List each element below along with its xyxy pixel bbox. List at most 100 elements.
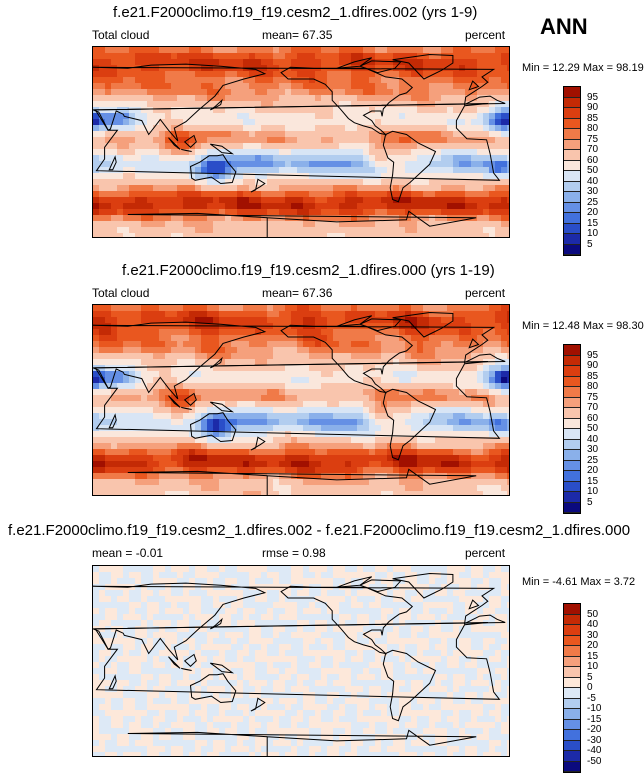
map-cell	[333, 449, 340, 456]
map-cell	[489, 323, 496, 330]
map-cell	[483, 53, 490, 60]
map-cell	[141, 425, 148, 432]
map-cell	[381, 101, 388, 108]
map-cell	[207, 395, 214, 402]
map-cell	[195, 317, 202, 324]
map-cell	[333, 401, 340, 408]
map-cell	[117, 572, 124, 579]
map-cell	[183, 227, 190, 234]
map-cell	[405, 119, 412, 126]
map-cell	[411, 347, 418, 354]
map-cell	[153, 107, 160, 114]
map-cell	[363, 113, 370, 120]
map-cell	[441, 491, 448, 495]
map-cell	[435, 137, 442, 144]
map-cell	[303, 425, 310, 432]
map-cell	[459, 485, 466, 492]
map-cell	[129, 305, 136, 312]
map-cell	[363, 131, 370, 138]
map-cell	[291, 377, 298, 384]
map-cell	[159, 95, 166, 102]
map-cell	[495, 347, 502, 354]
map-cell	[171, 191, 178, 198]
map-cell	[495, 83, 502, 90]
map-cell	[171, 197, 178, 204]
map-cell	[93, 77, 100, 84]
map-cell	[501, 161, 508, 168]
map-cell	[321, 473, 328, 480]
map-cell	[489, 383, 496, 390]
map-cell	[465, 167, 472, 174]
map-cell	[387, 461, 394, 468]
map-cell	[489, 485, 496, 492]
map-cell	[399, 437, 406, 444]
map-cell	[507, 467, 509, 474]
map-cell	[435, 443, 442, 450]
map-cell	[399, 101, 406, 108]
map-cell	[417, 479, 424, 486]
map-cell	[303, 431, 310, 438]
map-cell	[159, 584, 166, 591]
map-cell	[363, 119, 370, 126]
map-cell	[243, 596, 250, 603]
map-cell	[507, 233, 509, 237]
map-cell	[159, 413, 166, 420]
map-cell	[129, 113, 136, 120]
map-cell	[285, 137, 292, 144]
map-cell	[357, 143, 364, 150]
map-cell	[135, 131, 142, 138]
map-cell	[111, 83, 118, 90]
map-cell	[303, 203, 310, 210]
map-cell	[303, 347, 310, 354]
map-cell	[381, 437, 388, 444]
map-cell	[297, 329, 304, 336]
map-cell	[237, 131, 244, 138]
map-cell	[351, 491, 358, 495]
map-cell	[129, 566, 136, 573]
map-cell	[387, 491, 394, 495]
map-cell	[219, 53, 226, 60]
map-cell	[189, 173, 196, 180]
map-cell	[129, 467, 136, 474]
map-cell	[459, 137, 466, 144]
map-cell	[393, 167, 400, 174]
map-cell	[147, 485, 154, 492]
map-cell	[171, 419, 178, 426]
map-cell	[165, 131, 172, 138]
map-cell	[195, 137, 202, 144]
map-cell	[93, 566, 100, 573]
map-cell	[93, 449, 100, 456]
map-cell	[225, 137, 232, 144]
map-cell	[153, 413, 160, 420]
map-cell	[195, 407, 202, 414]
map-cell	[285, 77, 292, 84]
map-cell	[351, 572, 358, 579]
map-cell	[507, 167, 509, 174]
map-cell	[111, 365, 118, 372]
map-cell	[141, 221, 148, 228]
map-cell	[249, 83, 256, 90]
map-cell	[471, 377, 478, 384]
map-cell	[501, 413, 508, 420]
map-cell	[363, 155, 370, 162]
map-cell	[171, 77, 178, 84]
map-cell	[471, 461, 478, 468]
map-cell	[201, 425, 208, 432]
map-cell	[471, 233, 478, 237]
colorbar-tick-label: 40	[587, 433, 599, 445]
map-cell	[171, 83, 178, 90]
map-cell	[207, 173, 214, 180]
map-cell	[201, 467, 208, 474]
map-cell	[507, 353, 509, 360]
map-cell	[99, 167, 106, 174]
map-cell	[93, 317, 100, 324]
map-cell	[339, 83, 346, 90]
map-cell	[195, 371, 202, 378]
map-cell	[423, 341, 430, 348]
map-cell	[315, 203, 322, 210]
map-cell	[477, 425, 484, 432]
colorbar-swatch	[564, 160, 580, 171]
map-cell	[453, 137, 460, 144]
coastline	[392, 53, 454, 80]
map-cell	[327, 101, 334, 108]
